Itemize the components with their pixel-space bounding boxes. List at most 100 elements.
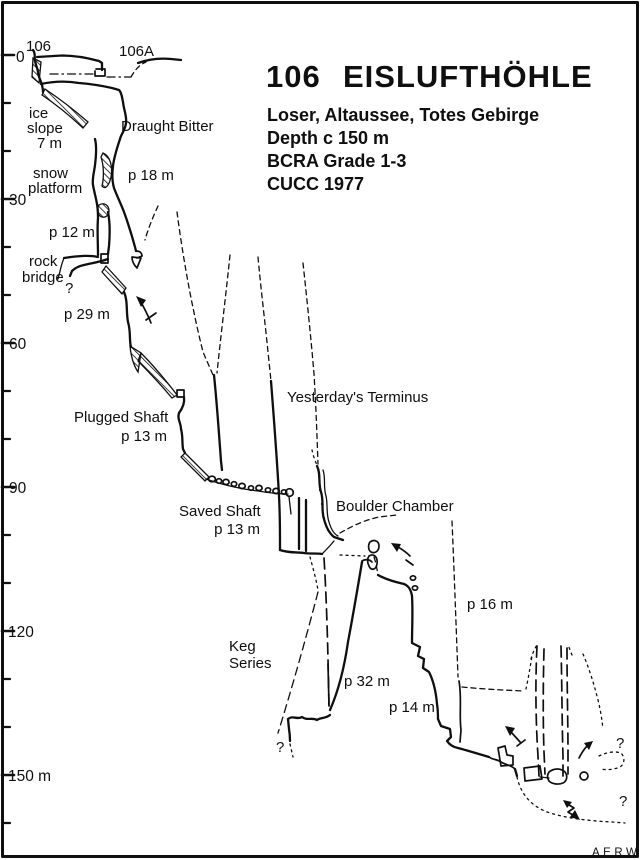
rock-bridge-left-wiggle (57, 257, 65, 280)
p29-label: p 29 m (64, 306, 110, 323)
entrance-106-label: 106 (26, 38, 51, 55)
p12-right-wall (106, 210, 111, 256)
plugged-slope-hatch (137, 351, 178, 399)
keg-series-outline (277, 557, 519, 778)
plugged-shaft-label: Plugged Shaft (74, 409, 169, 426)
entrance-106a-lip (136, 57, 183, 65)
terminus-east-wall (269, 379, 282, 552)
draught-arrow-boulder-chamber (391, 543, 414, 566)
question-mark-keg: ? (276, 739, 284, 756)
saved-shaft-hole (284, 487, 295, 498)
question-marks: ? ? ? ? (65, 280, 627, 810)
p12-label: p 12 m (49, 224, 95, 241)
snow-platform-label-1: snow (33, 165, 68, 182)
saved-shaft-walls (297, 496, 308, 553)
saved-shaft-label: Saved Shaft (179, 503, 262, 520)
aven-dashed-east (216, 254, 231, 374)
east-dotted-descent (582, 653, 604, 730)
chamber-floor-dotted (339, 554, 366, 557)
plugged-flake (129, 344, 142, 374)
terminus-dashed-upper (257, 256, 272, 382)
floor-boulder-boot (497, 745, 514, 767)
detached-block-triangle (131, 256, 142, 269)
entrance-106a-dashed-rise (130, 61, 147, 78)
snow-platform-label-2: platform (28, 180, 82, 197)
p16-landing-wall (458, 680, 462, 743)
p32-west-wall-solid (327, 663, 330, 707)
ice-slope-hatch-band (41, 88, 89, 129)
p14-label: p 14 m (389, 699, 435, 716)
boulder-floor-line (205, 478, 289, 495)
depth-scale-minor-ticks (0, 101, 12, 825)
ice-slope-label-1: ice (29, 105, 48, 122)
boulder-chamber-west-wall (315, 464, 345, 542)
ice-slope-label-3: 7 m (37, 135, 62, 152)
title-block: 106 EISLUFTHÖHLE Loser, Altaussee, Totes… (266, 59, 593, 194)
p14-ledge-boulders (409, 574, 419, 592)
snow-platform-blob (96, 203, 110, 218)
p18-undercut-dashed (144, 205, 159, 241)
keg-drop-dotted (289, 743, 294, 758)
p29-wall (122, 290, 133, 349)
question-mark-east-lower: ? (619, 793, 627, 810)
depth-scale-major-ticks (0, 53, 16, 777)
question-mark-east-upper: ? (616, 735, 624, 752)
draught-arrow-bottom-right (578, 741, 593, 759)
draught-arrow-bottom-left (505, 726, 526, 747)
floor-knobby (488, 756, 516, 770)
east-dotted-hook (598, 751, 625, 771)
keg-west-dashed-wall (277, 591, 319, 734)
feature-labels: 106 106A ice slope 7 m Draught Bitter p … (22, 38, 513, 716)
floor-east-drop (513, 767, 519, 778)
cave-depth: Depth c 150 m (267, 128, 389, 148)
draught-bitter-label: Draught Bitter (121, 118, 214, 135)
rock-bridge-top (62, 254, 100, 260)
p18-foot-hook (135, 250, 143, 259)
boulder-chamber-west-wall-inner (322, 469, 339, 537)
p18-left-wall (91, 137, 100, 257)
entrance-series-outline (31, 48, 183, 269)
scale-label-120: 120 (8, 624, 34, 641)
saved-shaft-floor (278, 548, 324, 556)
cave-grade: BCRA Grade 1-3 (267, 151, 406, 171)
question-mark-rock-bridge: ? (65, 280, 73, 297)
pillar-top (361, 558, 373, 563)
knob-wall-dotted-top (311, 449, 318, 466)
bottom-floor-dotted (516, 776, 626, 824)
west-wall-texture-dots (317, 474, 330, 532)
east-unexplored-outline (451, 520, 626, 824)
rift-pillar-a (535, 645, 546, 777)
yesterdays-terminus-label: Yesterday's Terminus (287, 389, 428, 406)
keg-floor (286, 713, 332, 722)
keg-series-label-2: Series (229, 655, 272, 672)
block-link-line (539, 776, 550, 779)
draught-arrow-p29 (136, 296, 157, 324)
entrance-106a-label: 106A (119, 43, 154, 60)
scale-label-0: 0 (16, 49, 25, 66)
keg-floor-west-drop (286, 717, 292, 743)
terminus-dashed-far-east (302, 262, 319, 465)
bottom-block-right (546, 768, 568, 785)
boulder-row (207, 475, 288, 496)
p14-foot-and-floor (436, 717, 491, 759)
bottom-block-left (523, 765, 543, 782)
cave-number: 106 (266, 59, 321, 94)
ice-slope-label-2: slope (27, 120, 63, 137)
pillar-top-flares-dotted (530, 644, 573, 660)
boulder-chamber-label: Boulder Chamber (336, 498, 454, 515)
chamber-boulder-blob (366, 554, 378, 570)
rock-bridge-label-1: rock (29, 253, 58, 270)
entrance-left-ice-hatch (31, 56, 42, 85)
chamber-boulder-ring (367, 539, 380, 554)
scale-label-150: 150 m (8, 768, 51, 785)
plugged-shaft-wall (177, 395, 187, 455)
boulder-chamber-outline (309, 449, 398, 591)
saved-approach-slope-hatch (180, 452, 210, 482)
roof-notch (94, 68, 106, 77)
cave-location: Loser, Altaussee, Totes Gebirge (267, 105, 539, 125)
cave-name: EISLUFTHÖHLE (343, 59, 593, 94)
rock-bridge-label-2: bridge (22, 269, 64, 286)
